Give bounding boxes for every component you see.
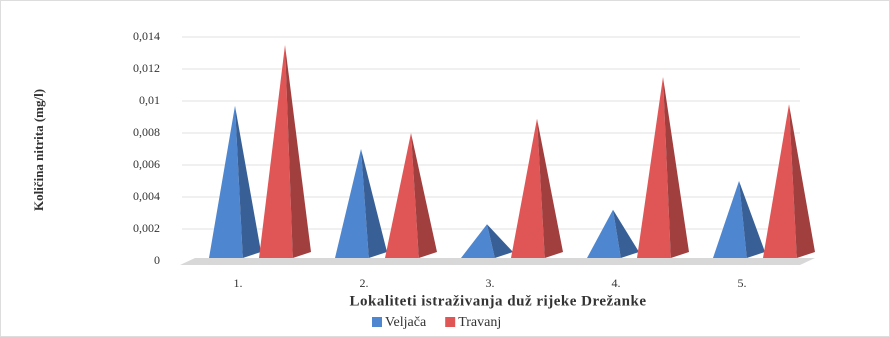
pyramid xyxy=(763,104,815,258)
pyramid-side xyxy=(487,224,513,258)
pyramid-side xyxy=(411,133,437,258)
pyramid xyxy=(209,105,261,258)
x-tick-label: 4. xyxy=(612,276,621,290)
y-tick-label: 0,002 xyxy=(133,221,160,235)
pyramid-face xyxy=(637,77,671,258)
pyramid-face xyxy=(587,209,621,258)
y-tick-label: 0,014 xyxy=(133,29,160,43)
y-tick-label: 0,01 xyxy=(139,93,160,107)
plot: 0 0,002 0,004 0,006 0,008 0,01 0,012 0,014 1. 2. 3… xyxy=(133,29,815,290)
pyramid xyxy=(587,209,639,258)
x-axis-label: Lokaliteti istraživanja duž rijeke Dreža… xyxy=(349,293,646,309)
pyramid xyxy=(713,181,765,258)
x-tick-label: 3. xyxy=(486,276,495,290)
pyramid-face xyxy=(461,224,495,258)
pyramid-side xyxy=(789,104,815,258)
y-tick-label: 0 xyxy=(154,253,160,267)
legend-label: Travanj xyxy=(458,315,501,330)
pyramid-face xyxy=(385,133,419,258)
floor xyxy=(180,258,815,265)
pyramid-face xyxy=(511,118,545,258)
legend-swatch xyxy=(445,317,456,327)
x-tick-label: 1. xyxy=(234,276,243,290)
pyramid xyxy=(335,149,387,258)
y-axis-label: Količina nitrita (mg/l) xyxy=(31,89,46,211)
x-tick-label: 2. xyxy=(360,276,369,290)
pyramid xyxy=(461,224,513,258)
pyramid-side xyxy=(361,149,387,258)
pyramid-side xyxy=(663,77,689,258)
pyramid-side xyxy=(537,118,563,258)
pyramid-side xyxy=(613,209,639,258)
pyramid-side xyxy=(235,105,261,258)
pyramid xyxy=(259,45,311,258)
pyramid-face xyxy=(713,181,747,258)
pyramid xyxy=(511,118,563,258)
pyramid xyxy=(385,133,437,258)
x-tick-label: 5. xyxy=(738,276,747,290)
legend-swatch xyxy=(372,317,382,327)
pyramid xyxy=(637,77,689,258)
pyramid-face xyxy=(209,105,243,258)
pyramid-side xyxy=(739,181,765,258)
pyramid-side xyxy=(285,45,311,258)
y-tick-label: 0,004 xyxy=(133,189,160,203)
legend-label: Veljača xyxy=(385,315,427,330)
y-tick-label: 0,008 xyxy=(133,125,160,139)
pyramid-face xyxy=(335,149,369,258)
pyramid-face xyxy=(259,45,293,258)
legend: Veljača Travanj xyxy=(372,315,501,330)
y-tick-label: 0,006 xyxy=(133,157,160,171)
y-tick-label: 0,012 xyxy=(133,61,160,75)
pyramid-face xyxy=(763,104,797,258)
